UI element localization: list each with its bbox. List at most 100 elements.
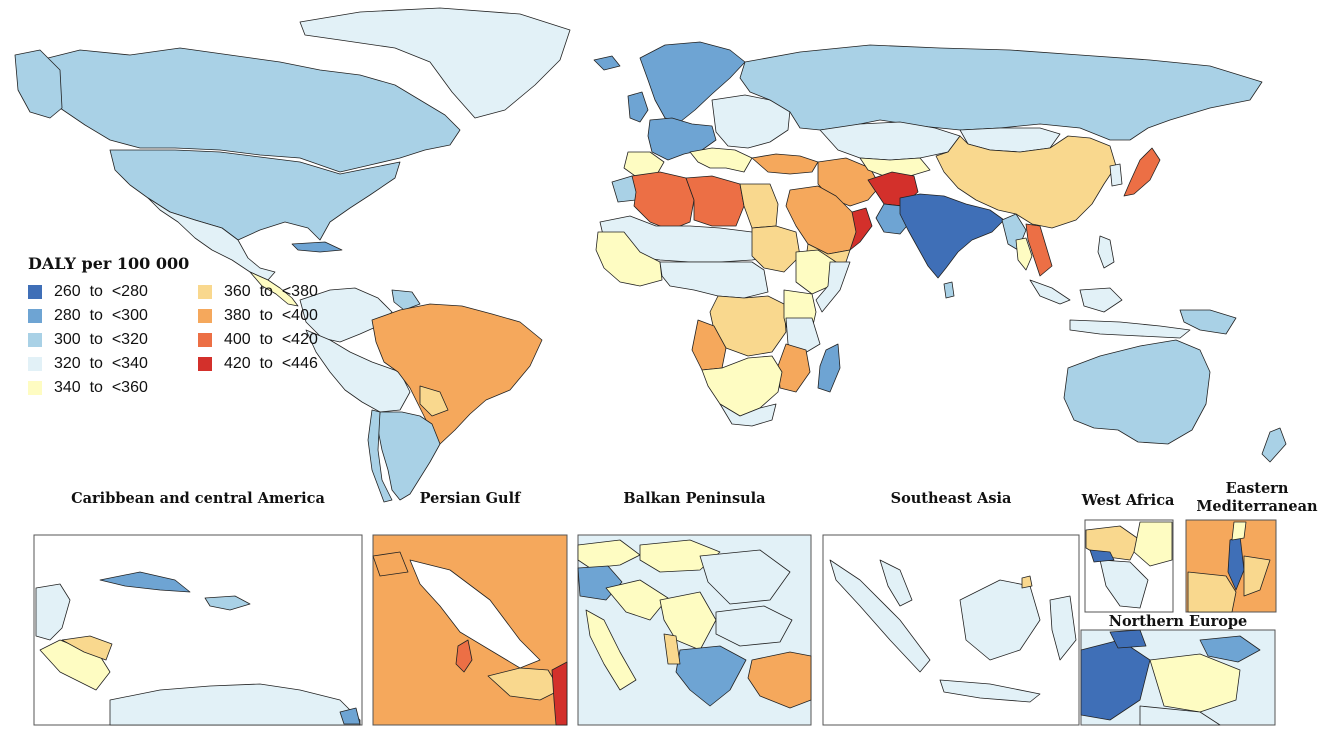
inset-southeast-asia-frame [822, 534, 1080, 726]
inset-title-northern-europe: Northern Europe [1108, 613, 1248, 630]
ne-czech [1139, 705, 1221, 726]
legend-label: 260 to <280 [54, 283, 148, 300]
sea-borneo [959, 579, 1041, 661]
region-mozambique [777, 343, 811, 393]
sea-sumatra [829, 559, 931, 673]
balkan-hungary [639, 539, 721, 573]
region-japan [1123, 147, 1161, 197]
region-southern-africa [701, 355, 783, 417]
region-scandinavia [639, 41, 746, 123]
inset-title-eastern-mediterranean: Eastern Mediterranean [1196, 480, 1318, 515]
region-uk [627, 91, 649, 123]
balkan-turkey [747, 651, 812, 709]
region-east-europe [711, 94, 791, 149]
legend-item: 380 to <400 [198, 305, 368, 327]
legend-item: 320 to <340 [28, 353, 198, 375]
region-peru [305, 329, 411, 413]
region-guianas [391, 289, 421, 311]
sea-malaysia [879, 559, 913, 607]
sea-brunei [1021, 575, 1033, 589]
region-drc [709, 295, 787, 357]
inset-title-caribbean: Caribbean and central America [71, 490, 325, 507]
gulf-oman [551, 661, 568, 726]
legend-label: 420 to <446 [224, 355, 318, 372]
balkan-romania [699, 549, 791, 605]
region-vietnam [1025, 223, 1053, 277]
balkan-greece [675, 645, 747, 707]
wa-gambia [1089, 549, 1115, 563]
region-greenland [299, 7, 571, 119]
region-philippines [1097, 235, 1115, 269]
region-turkey [751, 153, 819, 175]
legend-swatch [198, 357, 212, 371]
region-brazil [371, 303, 543, 445]
region-papua [1179, 309, 1237, 335]
inset-title-southeast-asia: Southeast Asia [890, 490, 1012, 507]
caribbean-hispaniola [204, 595, 251, 611]
legend-title: DALY per 100 000 [28, 254, 190, 273]
legend: DALY per 100 000 260 to <280 280 to <300… [28, 254, 368, 399]
em-egypt [1187, 571, 1237, 613]
region-indonesia [1029, 279, 1191, 339]
balkan-bulgaria [715, 605, 793, 647]
legend-swatch [28, 333, 42, 347]
region-cuba [291, 241, 343, 253]
region-sudan [751, 225, 801, 273]
legend-label: 360 to <380 [224, 283, 318, 300]
region-somalia [815, 261, 851, 313]
sea-sulawesi [1049, 595, 1077, 661]
gulf-qatar [455, 639, 473, 673]
balkan-albania [663, 633, 681, 665]
caribbean-panama [339, 707, 361, 725]
legend-swatch [198, 333, 212, 347]
caribbean-cuba [99, 571, 191, 593]
balkan-austria [577, 539, 641, 569]
inset-title-balkan: Balkan Peninsula [623, 490, 766, 507]
legend-label: 320 to <340 [54, 355, 148, 372]
region-south-africa [719, 403, 777, 427]
region-west-africa [595, 231, 663, 287]
region-central-america [249, 271, 299, 307]
balkan-croatia [605, 579, 669, 621]
region-india [899, 193, 1005, 279]
legend-item: 260 to <280 [28, 281, 198, 303]
legend-item: 340 to <360 [28, 377, 198, 399]
legend-swatch [198, 309, 212, 323]
region-korea [1109, 163, 1123, 187]
region-sri-lanka [943, 281, 955, 299]
legend-item: 420 to <446 [198, 353, 368, 375]
gulf-kuwait [372, 551, 409, 577]
region-oman [849, 207, 873, 251]
caribbean-south-am [109, 683, 361, 726]
ne-baltic [1199, 635, 1261, 663]
region-china [935, 135, 1117, 229]
legend-label: 400 to <420 [224, 331, 318, 348]
legend-label: 340 to <360 [54, 379, 148, 396]
legend-swatch [198, 285, 212, 299]
legend-swatch [28, 285, 42, 299]
region-canada [39, 47, 461, 173]
region-central-asia [859, 157, 931, 177]
region-mexico [147, 197, 276, 281]
region-balkans [689, 147, 753, 173]
wa-guinea [1099, 559, 1149, 609]
region-central-africa [659, 261, 769, 299]
caribbean-mexico [35, 583, 71, 641]
region-new-zealand [1261, 427, 1287, 463]
ne-poland [1149, 653, 1241, 713]
region-egypt [739, 183, 779, 229]
legend-label: 280 to <300 [54, 307, 148, 324]
region-russia [739, 44, 1263, 141]
region-libya [685, 175, 745, 227]
region-thailand [1015, 237, 1033, 271]
region-chile [367, 409, 393, 503]
em-lebanon [1231, 521, 1247, 541]
region-iceland [593, 55, 621, 71]
region-paraguay [419, 385, 449, 417]
caribbean-honduras [61, 635, 113, 661]
legend-label: 300 to <320 [54, 331, 148, 348]
region-madagascar [817, 343, 841, 393]
region-alaska [14, 49, 63, 119]
inset-title-west-africa: West Africa [1081, 492, 1175, 509]
